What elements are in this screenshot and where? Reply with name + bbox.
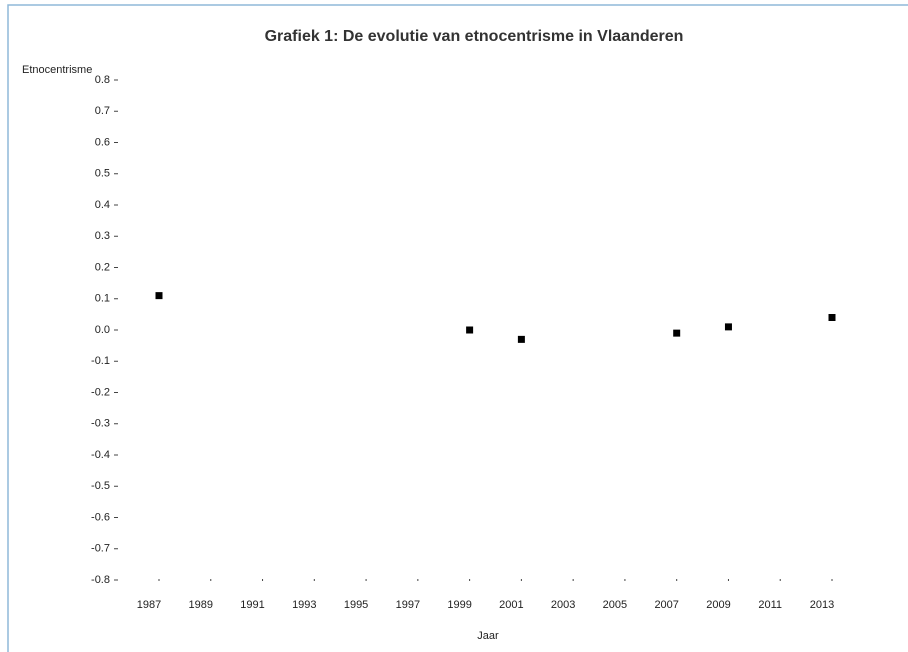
y-axis-label: Etnocentrisme xyxy=(22,64,92,76)
x-tick-label: 1993 xyxy=(292,599,316,611)
x-axis-label: Jaar xyxy=(477,630,499,642)
point xyxy=(724,323,732,331)
x-tick-label: 2003 xyxy=(551,599,575,611)
point xyxy=(155,292,163,300)
x-tick-label: 1989 xyxy=(189,599,213,611)
y-tick-label: 0.6 xyxy=(95,136,110,148)
y-tick-label: -0.7 xyxy=(91,543,110,555)
point xyxy=(828,314,836,321)
y-tick-label: -0.6 xyxy=(91,511,110,523)
x-tick-label: 2009 xyxy=(706,599,730,611)
x-tick-label: 2013 xyxy=(810,599,834,611)
y-tick-label: 0.4 xyxy=(95,199,110,211)
x-tick-label: 2005 xyxy=(603,599,627,611)
y-tick-label: 0.7 xyxy=(95,105,110,117)
x-tick-label: 1995 xyxy=(344,599,368,611)
x-tick-label: 1991 xyxy=(240,599,264,611)
y-tick-label: 0.1 xyxy=(95,293,110,305)
y-tick-label: 0.3 xyxy=(95,230,110,242)
x-tick-label: 1999 xyxy=(447,599,471,611)
x-tick-label: 1987 xyxy=(137,599,161,611)
y-tick-label: -0.1 xyxy=(91,355,110,367)
y-tick-label: -0.5 xyxy=(91,480,110,492)
y-tick-label: 0.5 xyxy=(95,168,110,180)
y-tick-label: 0.8 xyxy=(95,74,110,86)
y-tick-label: -0.8 xyxy=(91,574,110,586)
point xyxy=(466,326,474,334)
y-tick-label: -0.4 xyxy=(91,449,110,461)
x-tick-label: 2011 xyxy=(758,599,782,611)
x-tick-label: 1997 xyxy=(396,599,420,611)
x-tick-label: 2007 xyxy=(654,599,678,611)
x-tick-label: 2001 xyxy=(499,599,523,611)
point xyxy=(517,335,525,343)
y-tick-label: 0.0 xyxy=(95,324,110,336)
chart-title: Grafiek 1: De evolutie van etnocentrisme… xyxy=(265,28,684,45)
y-tick-label: -0.3 xyxy=(91,418,110,430)
y-tick-label: 0.2 xyxy=(95,261,110,273)
point xyxy=(673,329,681,337)
y-tick-label: -0.2 xyxy=(91,386,110,398)
frame xyxy=(7,4,908,652)
